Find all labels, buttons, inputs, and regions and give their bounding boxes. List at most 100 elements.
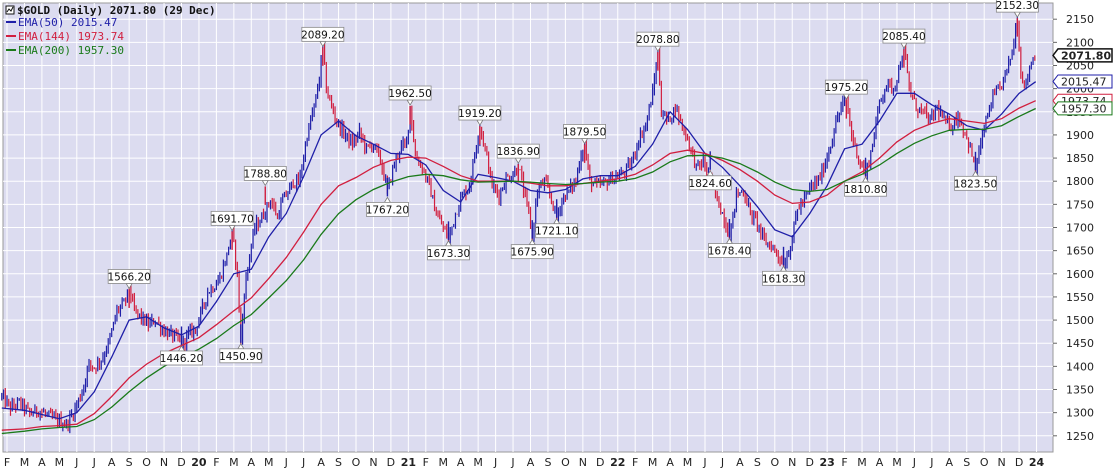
x-tick-label: J	[284, 456, 288, 469]
x-tick-label: J	[720, 456, 724, 469]
y-tick-label: 1650	[1066, 245, 1094, 258]
annotation-label: 1767.20	[366, 204, 409, 216]
price-annotation: 2089.20	[301, 26, 345, 48]
x-tick-label: M	[648, 456, 658, 469]
value-tag-label: 2015.47	[1061, 75, 1107, 88]
price-annotation: 1678.40	[708, 237, 751, 258]
x-tick-label: D	[805, 456, 813, 469]
value-tag-box	[1052, 74, 1113, 89]
price-annotation: 1675.90	[510, 238, 554, 260]
x-tick-label: F	[841, 456, 847, 469]
x-tick-label: N	[998, 456, 1006, 469]
x-tick-label: M	[20, 456, 30, 469]
x-tick-label: N	[579, 456, 587, 469]
x-tick-label: F	[213, 456, 219, 469]
x-tick-label: O	[770, 456, 779, 469]
price-annotation: 1446.20	[160, 345, 203, 366]
annotation-box	[388, 85, 432, 101]
annotation-label: 1788.80	[244, 168, 287, 180]
grid-lines	[3, 3, 1053, 452]
legend-label-ema50: EMA(50) 2015.47	[18, 16, 117, 29]
x-tick-label: J	[510, 456, 514, 469]
x-tick-label: M	[264, 456, 274, 469]
x-tick-label: O	[352, 456, 361, 469]
y-tick-label: 1500	[1066, 314, 1094, 327]
x-tick-label: F	[423, 456, 429, 469]
price-annotation: 2078.80	[636, 31, 680, 52]
y-tick-label: 1700	[1066, 222, 1094, 235]
price-annotation: 1673.30	[427, 240, 470, 261]
x-tick-label: 20	[191, 456, 207, 469]
x-tick-label: J	[92, 456, 96, 469]
annotation-label: 1962.50	[388, 88, 431, 100]
price-annotation: 1919.20	[458, 105, 502, 126]
annotation-box	[219, 348, 263, 364]
x-tick-label: 24	[1029, 456, 1045, 469]
annotation-label: 1824.60	[689, 178, 732, 190]
annotation-label: 2085.40	[882, 31, 925, 43]
price-annotations: 1566.20 1446.20 1691.70 1450.90 1788.80 2089.…	[107, 0, 1039, 366]
x-tick-label: J	[74, 456, 78, 469]
price-annotation: 1824.60	[688, 170, 732, 191]
annotation-box	[954, 175, 997, 191]
x-tick-label: J	[493, 456, 497, 469]
x-tick-label: F	[632, 456, 638, 469]
x-tick-label: S	[754, 456, 761, 469]
value-tag-box	[1052, 48, 1113, 63]
value-tag-label: 1957.30	[1061, 102, 1107, 115]
x-tick-label: S	[126, 456, 133, 469]
value-tag: 2015.47	[1052, 74, 1113, 89]
price-annotation: 2085.40	[882, 28, 926, 49]
price-annotation: 1810.80	[844, 176, 887, 197]
x-tick-label: O	[142, 456, 151, 469]
annotation-box	[243, 165, 287, 181]
annotation-label: 1975.20	[825, 82, 868, 94]
price-annotation: 2152.30	[996, 0, 1039, 18]
price-annotation: 1879.50	[563, 124, 606, 145]
x-tick-label: D	[387, 456, 395, 469]
x-axis: F M A M J J A S O N D 20 F M A M J J A S O N D 21 F M A M J J A S O N D 22 F…	[4, 456, 1045, 469]
annotation-label: 1446.20	[160, 353, 203, 365]
x-tick-label: S	[963, 456, 970, 469]
price-annotation: 1618.30	[762, 265, 805, 286]
price-annotation: 1823.50	[954, 170, 997, 191]
y-tick-label: 1300	[1066, 407, 1094, 420]
annotation-box	[535, 223, 579, 239]
annotation-label: 1810.80	[844, 184, 887, 196]
x-tick-label: A	[108, 456, 116, 469]
legend-label-ema144: EMA(144) 1973.74	[18, 30, 124, 43]
x-tick-label: A	[527, 456, 535, 469]
x-tick-label: N	[160, 456, 168, 469]
y-tick-label: 1400	[1066, 360, 1094, 373]
annotation-label: 1919.20	[458, 108, 501, 120]
annotation-label: 1678.40	[708, 245, 751, 257]
annotation-box	[160, 350, 203, 366]
annotation-box	[458, 105, 502, 121]
y-tick-label: 2150	[1066, 13, 1094, 26]
y-tick-label: 1250	[1066, 430, 1094, 443]
value-tag-label: 2071.80	[1061, 49, 1111, 62]
annotation-box	[510, 244, 554, 260]
price-annotation: 1962.50	[388, 85, 432, 106]
x-tick-label: J	[912, 456, 916, 469]
annotation-box	[366, 201, 409, 217]
x-tick-label: A	[317, 456, 325, 469]
y-tick-label: 1600	[1066, 268, 1094, 281]
annotation-label: 1566.20	[107, 271, 150, 283]
annotation-box	[688, 175, 732, 191]
annotation-box	[427, 245, 470, 261]
legend-label-ema200: EMA(200) 1957.30	[18, 44, 124, 57]
x-tick-label: N	[788, 456, 796, 469]
x-tick-label: M	[857, 456, 867, 469]
price-annotation: 1767.20	[366, 196, 409, 217]
annotation-label: 1879.50	[563, 126, 606, 138]
annotation-box	[496, 143, 540, 159]
chart-title: $GOLD (Daily) 2071.80 (29 Dec)	[17, 4, 216, 17]
annotation-box	[882, 28, 926, 44]
x-tick-label: A	[666, 456, 674, 469]
y-tick-label: 1750	[1066, 198, 1094, 211]
annotation-box	[636, 31, 680, 47]
x-tick-label: M	[892, 456, 902, 469]
annotation-label: 1823.50	[954, 178, 997, 190]
